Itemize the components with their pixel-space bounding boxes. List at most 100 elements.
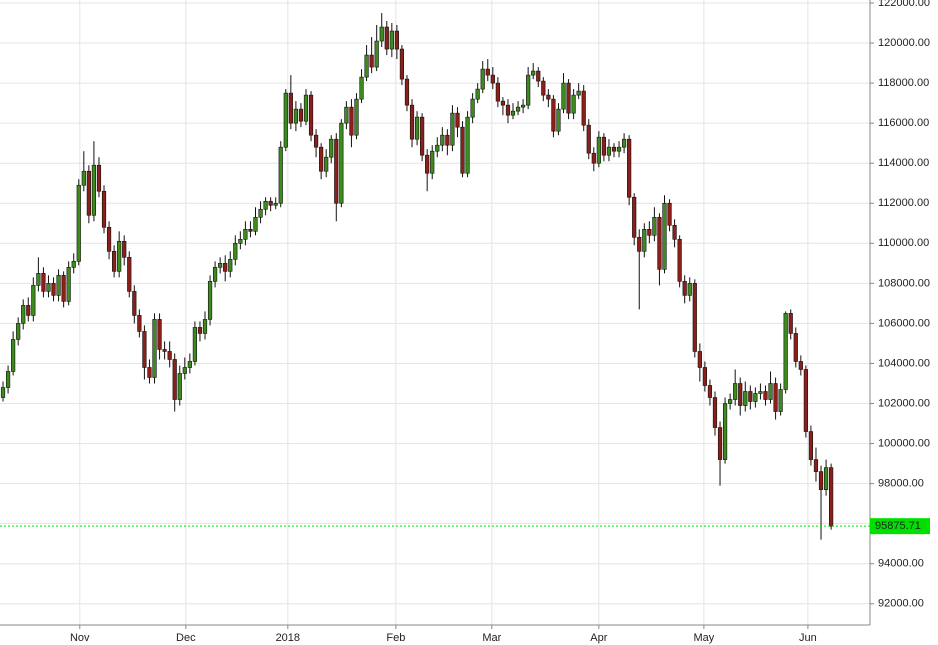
candle-body: [662, 202, 667, 270]
candle-body: [546, 94, 551, 100]
candle-body: [606, 146, 612, 156]
candle-body: [319, 146, 324, 172]
candle-body: [611, 146, 617, 152]
candle-body: [495, 82, 500, 102]
candle-body: [475, 88, 480, 100]
y-tick-label: 118000.00: [878, 77, 929, 89]
y-tick-label: 112000.00: [878, 197, 929, 209]
candle-body: [132, 291, 137, 316]
candle-body: [86, 170, 91, 216]
candle-body: [445, 134, 450, 146]
candle-body: [298, 108, 304, 122]
candle-body: [354, 98, 359, 136]
candle-body: [167, 351, 172, 360]
candle-body: [682, 281, 687, 296]
x-tick-label: Mar: [482, 632, 501, 644]
candle-body: [142, 331, 147, 368]
candle-body: [485, 68, 490, 76]
candle-body: [753, 393, 758, 402]
candle-body: [717, 427, 723, 460]
candle-body: [677, 239, 682, 282]
candle-body: [793, 333, 798, 362]
candle-body: [81, 170, 86, 186]
candle-body: [697, 351, 702, 368]
candle-body: [616, 146, 622, 152]
candle-body: [187, 361, 192, 368]
candle-body: [66, 267, 71, 302]
candle-body: [71, 261, 76, 268]
candle-body: [324, 156, 329, 172]
candle-body: [521, 104, 526, 108]
candle-body: [581, 90, 586, 126]
candle-body: [399, 48, 405, 80]
candle-body: [192, 327, 198, 362]
candle-body: [743, 391, 748, 406]
y-tick-label: 108000.00: [878, 277, 930, 289]
candle-body: [621, 138, 627, 148]
y-tick-label: 102000.00: [878, 397, 930, 409]
candle-body: [5, 371, 11, 388]
candle-body: [788, 313, 793, 334]
candle-body: [76, 184, 81, 262]
candle-body: [783, 313, 788, 390]
candle-body: [31, 285, 36, 316]
candle-body: [202, 319, 208, 334]
candle-body: [197, 327, 203, 334]
candle-body: [0, 387, 6, 398]
candle-body: [117, 241, 122, 272]
candle-body: [500, 100, 506, 106]
x-tick-label: Feb: [386, 632, 405, 644]
y-tick-label: 98000.00: [878, 478, 924, 490]
y-tick-label: 94000.00: [878, 558, 924, 570]
candle-body: [667, 202, 672, 226]
y-tick-label: 122000.00: [878, 0, 930, 9]
candle-body: [526, 74, 531, 106]
candle-body: [41, 273, 46, 292]
y-tick-label: 116000.00: [878, 117, 929, 129]
candle-body: [11, 339, 16, 372]
candle-body: [505, 104, 511, 116]
candle-body: [823, 467, 829, 490]
candle-body: [803, 369, 808, 432]
candle-body: [404, 78, 410, 106]
y-tick-label: 106000.00: [878, 317, 930, 329]
candle-body: [268, 200, 273, 206]
candle-body: [233, 243, 238, 260]
candle-body: [112, 251, 117, 272]
candle-body: [152, 319, 157, 378]
candle-body: [637, 237, 642, 252]
candle-body: [551, 98, 556, 132]
candle-body: [707, 385, 713, 398]
x-tick-label: Jun: [799, 632, 817, 644]
candle-body: [122, 241, 127, 258]
candle-body: [349, 106, 354, 136]
candle-body: [430, 150, 435, 174]
candle-body: [409, 104, 415, 140]
candle-body: [601, 136, 607, 156]
candle-body: [213, 267, 218, 282]
candle-body: [657, 216, 662, 270]
candle-body: [263, 200, 268, 210]
candle-body: [101, 190, 107, 228]
last-price-label: 95875.71: [875, 520, 921, 532]
candle-body: [778, 389, 783, 412]
candle-body: [763, 391, 768, 400]
candle-body: [515, 106, 521, 112]
candle-body: [127, 257, 132, 292]
candle-body: [91, 164, 97, 216]
candle-body: [536, 70, 541, 82]
candle-body: [425, 154, 430, 174]
candle-body: [738, 383, 743, 406]
candle-body: [712, 397, 718, 428]
candle-body: [303, 94, 309, 122]
candle-body: [334, 138, 339, 204]
x-tick-label: Dec: [176, 632, 196, 644]
candle-body: [702, 367, 707, 386]
candle-body: [773, 383, 778, 412]
candle-body: [571, 94, 576, 114]
candle-body: [157, 319, 162, 350]
candle-body: [455, 112, 460, 128]
candle-body: [490, 74, 495, 84]
candle-body: [61, 275, 66, 302]
candle-body: [96, 164, 102, 192]
